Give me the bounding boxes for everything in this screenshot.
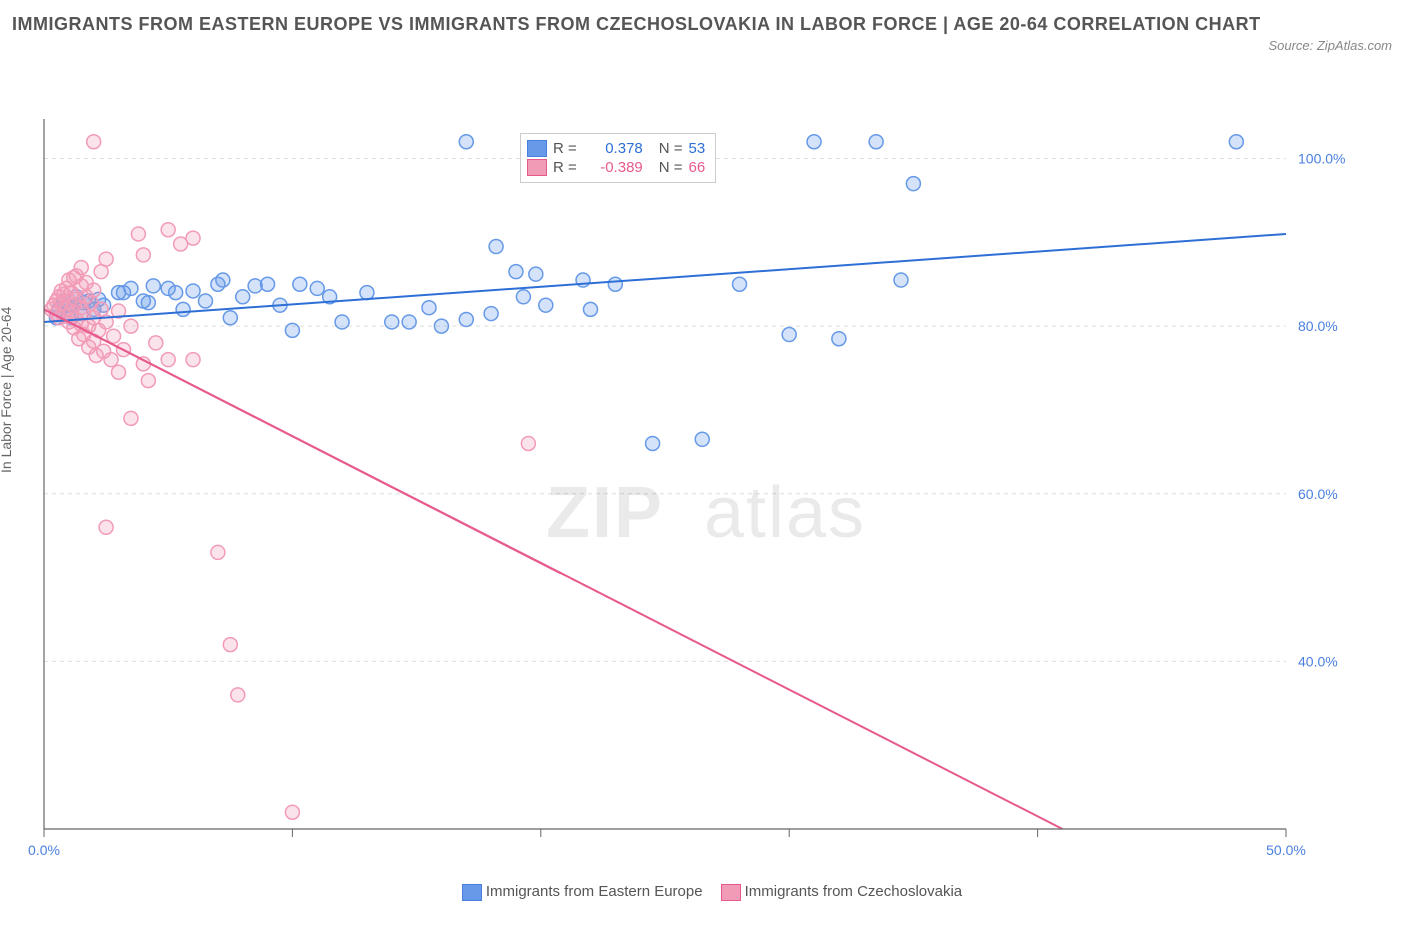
svg-text:50.0%: 50.0%	[1266, 842, 1306, 858]
svg-text:60.0%: 60.0%	[1298, 486, 1338, 502]
data-point	[161, 352, 175, 366]
data-point	[236, 290, 250, 304]
bottom-legend: Immigrants from Eastern Europe Immigrants…	[0, 883, 1406, 901]
data-point	[186, 284, 200, 298]
data-point	[211, 545, 225, 559]
data-point	[186, 231, 200, 245]
legend-swatch	[721, 884, 741, 901]
data-point	[516, 290, 530, 304]
data-point	[832, 332, 846, 346]
data-point	[293, 277, 307, 291]
data-point	[459, 312, 473, 326]
data-point	[141, 295, 155, 309]
data-point	[509, 264, 523, 278]
data-point	[146, 279, 160, 293]
data-point	[1229, 135, 1243, 149]
data-point	[906, 176, 920, 190]
stats-row: R =0.378N =53	[527, 140, 705, 157]
data-point	[310, 281, 324, 295]
legend-swatch	[462, 884, 482, 901]
data-point	[74, 260, 88, 274]
svg-text:0.0%: 0.0%	[28, 842, 60, 858]
data-point	[695, 432, 709, 446]
svg-text:100.0%: 100.0%	[1298, 150, 1345, 166]
stats-box: R =0.378N =53 R =-0.389N =66	[520, 133, 716, 183]
legend-swatch	[527, 159, 547, 176]
legend-label: Immigrants from Eastern Europe	[486, 883, 703, 900]
data-point	[176, 302, 190, 316]
data-point	[124, 281, 138, 295]
data-point	[285, 323, 299, 337]
data-point	[149, 336, 163, 350]
data-point	[99, 252, 113, 266]
data-point	[608, 277, 622, 291]
data-point	[216, 273, 230, 287]
data-point	[223, 637, 237, 651]
data-point	[434, 319, 448, 333]
data-point	[124, 411, 138, 425]
data-point	[422, 301, 436, 315]
legend-swatch	[527, 140, 547, 157]
svg-text:ZIP: ZIP	[546, 473, 664, 553]
data-point	[402, 315, 416, 329]
data-point	[99, 520, 113, 534]
data-point	[161, 223, 175, 237]
data-point	[733, 277, 747, 291]
data-point	[459, 135, 473, 149]
data-point	[583, 302, 597, 316]
y-axis-label: In Labor Force | Age 20-64	[0, 306, 14, 472]
data-point	[529, 267, 543, 281]
data-point	[489, 239, 503, 253]
data-point	[112, 365, 126, 379]
svg-text:80.0%: 80.0%	[1298, 318, 1338, 334]
data-point	[782, 327, 796, 341]
data-point	[261, 277, 275, 291]
data-point	[539, 298, 553, 312]
data-point	[104, 352, 118, 366]
data-point	[646, 436, 660, 450]
stats-row: R =-0.389N =66	[527, 159, 705, 176]
data-point	[87, 283, 101, 297]
data-point	[186, 352, 200, 366]
data-point	[107, 329, 121, 343]
data-point	[136, 248, 150, 262]
data-point	[223, 311, 237, 325]
data-point	[894, 273, 908, 287]
data-point	[285, 805, 299, 819]
data-point	[231, 688, 245, 702]
data-point	[124, 319, 138, 333]
data-point	[87, 135, 101, 149]
data-point	[807, 135, 821, 149]
chart-title: IMMIGRANTS FROM EASTERN EUROPE VS IMMIGR…	[0, 0, 1406, 45]
data-point	[131, 227, 145, 241]
data-point	[198, 294, 212, 308]
data-point	[869, 135, 883, 149]
data-point	[484, 306, 498, 320]
svg-text:atlas: atlas	[704, 473, 866, 553]
data-point	[169, 285, 183, 299]
chart-area: In Labor Force | Age 20-64 ZIP atlas 0.0% 5…	[0, 45, 1406, 905]
legend-label: Immigrants from Czechoslovakia	[745, 883, 963, 900]
data-point	[385, 315, 399, 329]
data-point	[521, 436, 535, 450]
data-point	[141, 373, 155, 387]
data-point	[335, 315, 349, 329]
data-point	[360, 285, 374, 299]
svg-text:40.0%: 40.0%	[1298, 653, 1338, 669]
